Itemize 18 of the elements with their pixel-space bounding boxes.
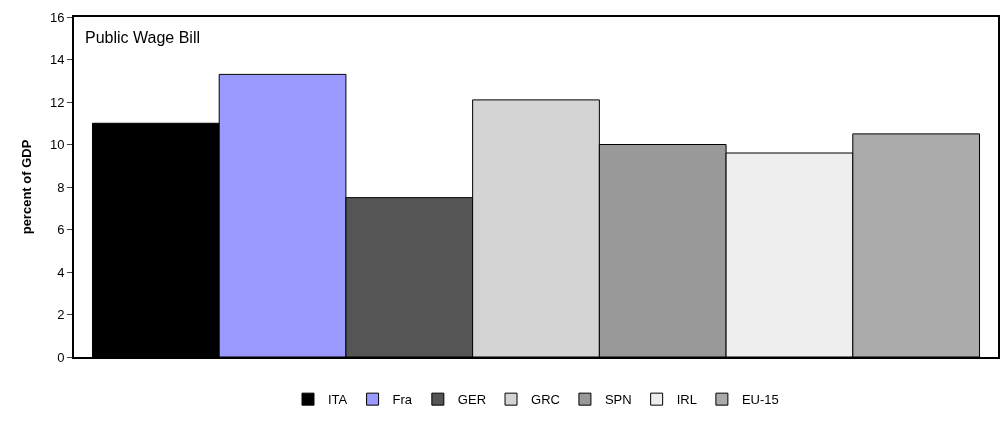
- y-tick-label: 10: [49, 137, 65, 153]
- y-tick-label: 8: [57, 179, 65, 195]
- legend-label: GRC: [531, 392, 560, 408]
- legend-label: Fra: [392, 392, 413, 408]
- legend-label: EU-15: [741, 392, 779, 408]
- y-tick-label: 12: [49, 94, 65, 110]
- text: Public Wage Bill: [85, 29, 201, 46]
- legend-label: ITA: [328, 392, 348, 408]
- legend-label: GER: [457, 392, 487, 408]
- y-tick-label: 4: [57, 264, 65, 280]
- legend-label: IRL: [676, 392, 697, 408]
- legend-label: SPN: [604, 392, 632, 408]
- y-tick-label: 6: [57, 222, 65, 238]
- y-tick-label: 2: [57, 307, 65, 323]
- y-tick-label: 0: [57, 349, 65, 365]
- y-tick-label: 14: [49, 52, 65, 68]
- y-axis-title: percent of GDP: [19, 139, 35, 235]
- y-tick-label: 16: [49, 9, 65, 25]
